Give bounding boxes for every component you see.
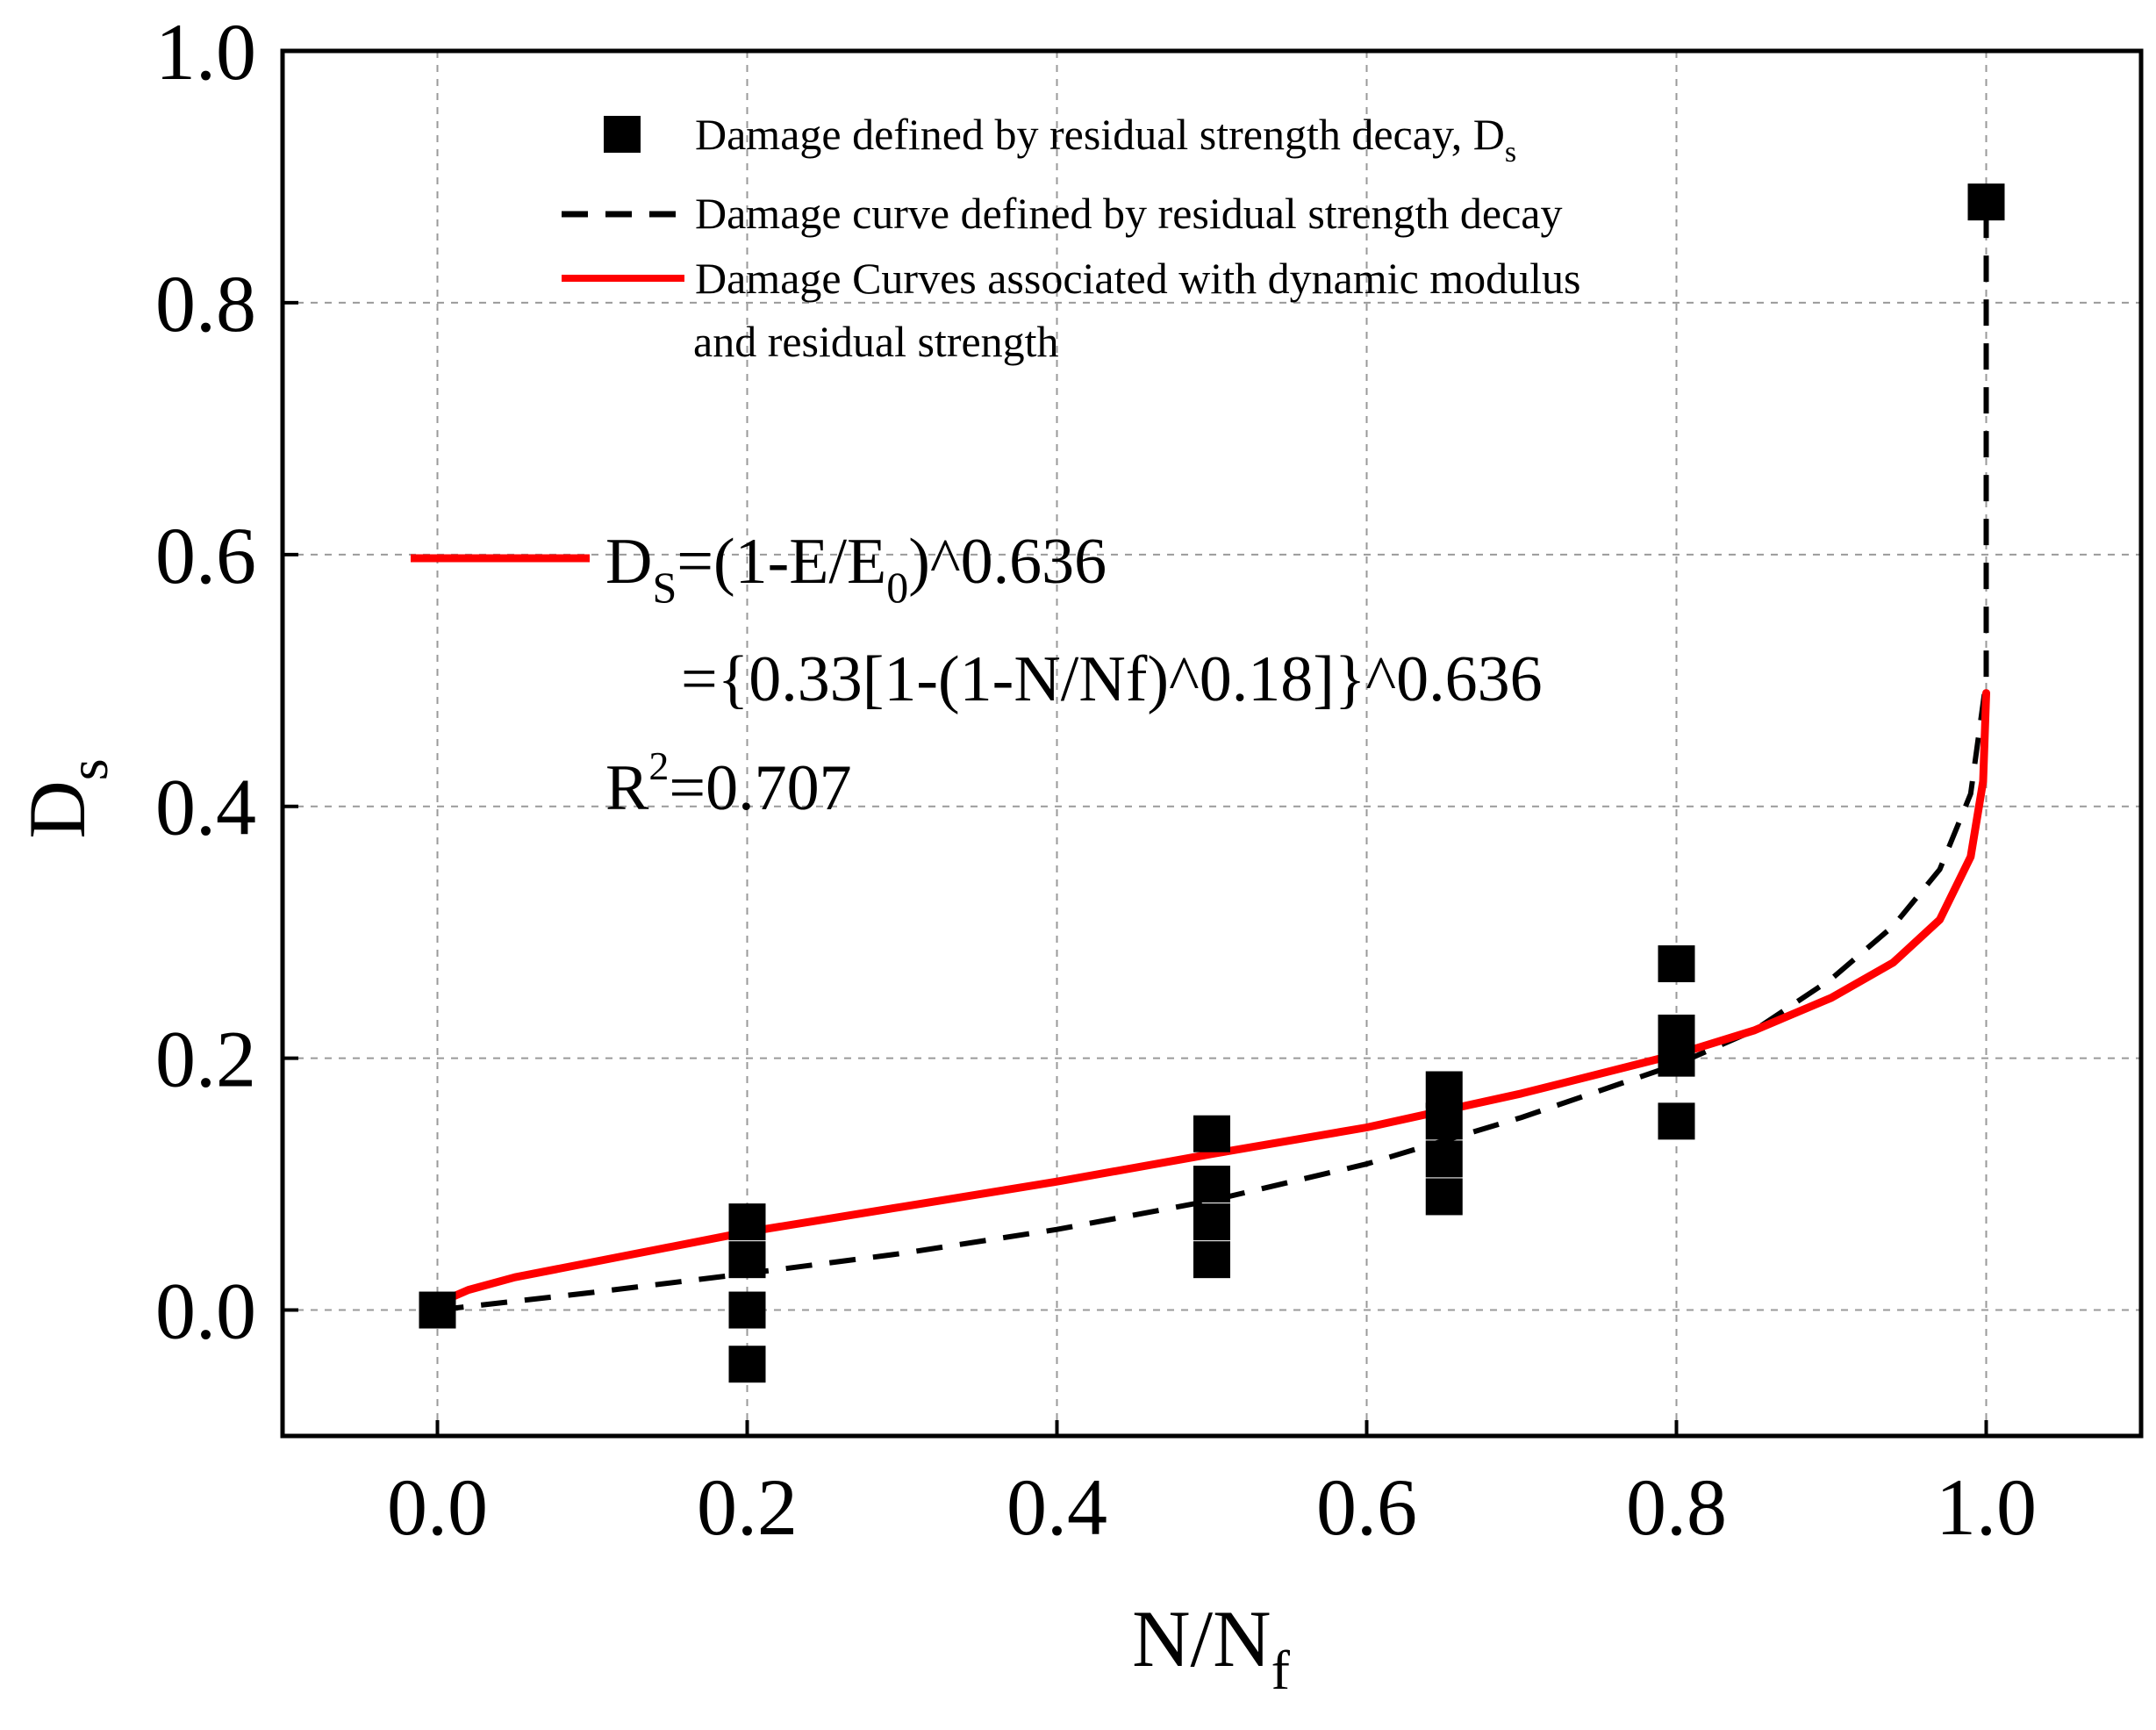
red-curve-path <box>433 689 1990 1314</box>
x-axis-title: N/Nf <box>1132 1594 1290 1701</box>
axis-ticks <box>283 49 1988 1436</box>
data-point <box>1967 183 2005 221</box>
legend-label-red-line1: Damage Curves associated with dynamic mo… <box>695 254 1581 303</box>
dashed-damage-curve <box>437 202 1989 1313</box>
damage-points <box>419 183 2005 1383</box>
equation-annotation: DS=(1-E/E0)^0.636 ={0.33[1-(1-N/Nf)^0.18… <box>411 526 1543 824</box>
plot-frame <box>280 48 2144 1439</box>
equation-line-2: ={0.33[1-(1-N/Nf)^0.18]}^0.636 <box>681 643 1543 715</box>
x-tick-label: 0.8 <box>1626 1462 1727 1552</box>
equation-line-1: DS=(1-E/E0)^0.636 <box>605 526 1107 612</box>
data-point <box>1425 1140 1463 1178</box>
data-point <box>1425 1071 1463 1109</box>
data-point <box>1193 1166 1230 1203</box>
data-point <box>728 1241 766 1279</box>
x-tick-label: 1.0 <box>1936 1462 2037 1552</box>
data-point <box>1193 1115 1230 1152</box>
data-point <box>728 1291 766 1329</box>
data-point <box>1658 1102 1695 1140</box>
x-tick-label: 0.2 <box>697 1462 798 1552</box>
equation-line-3: R2=0.707 <box>605 743 852 824</box>
data-point <box>728 1346 766 1383</box>
tick-labels: 0.0 0.2 0.4 0.6 0.8 1.0 0.0 0.2 0.4 0.6 0.8 1.0 <box>155 7 2037 1552</box>
x-tick-label: 0.4 <box>1006 1462 1107 1552</box>
data-point <box>1193 1241 1230 1279</box>
y-tick-label: 1.0 <box>155 7 256 97</box>
y-tick-label: 0.2 <box>155 1015 256 1104</box>
legend-label-points: Damage defined by residual strength deca… <box>695 110 1516 169</box>
x-tick-label: 0.0 <box>387 1462 488 1552</box>
data-point <box>1658 1014 1695 1052</box>
dashed-curve-path <box>437 202 1989 1313</box>
y-tick-label: 0.6 <box>155 511 256 600</box>
y-tick-label: 0.4 <box>155 763 256 852</box>
data-point <box>728 1203 766 1241</box>
data-point <box>1658 945 1695 983</box>
red-damage-curve <box>433 689 1990 1314</box>
data-point <box>419 1291 456 1329</box>
legend-label-red-line2: and residual strength <box>693 317 1059 366</box>
y-axis-title: Ds <box>12 758 119 838</box>
legend-label-dashed: Damage curve defined by residual strengt… <box>695 189 1562 238</box>
legend: Damage defined by residual strength deca… <box>562 110 1581 366</box>
data-point <box>1425 1102 1463 1140</box>
x-tick-label: 0.6 <box>1316 1462 1417 1552</box>
y-tick-label: 0.8 <box>155 259 256 348</box>
data-point <box>1425 1178 1463 1216</box>
y-tick-label: 0.0 <box>155 1267 256 1356</box>
legend-marker-square <box>604 116 641 153</box>
data-point <box>1193 1203 1230 1241</box>
